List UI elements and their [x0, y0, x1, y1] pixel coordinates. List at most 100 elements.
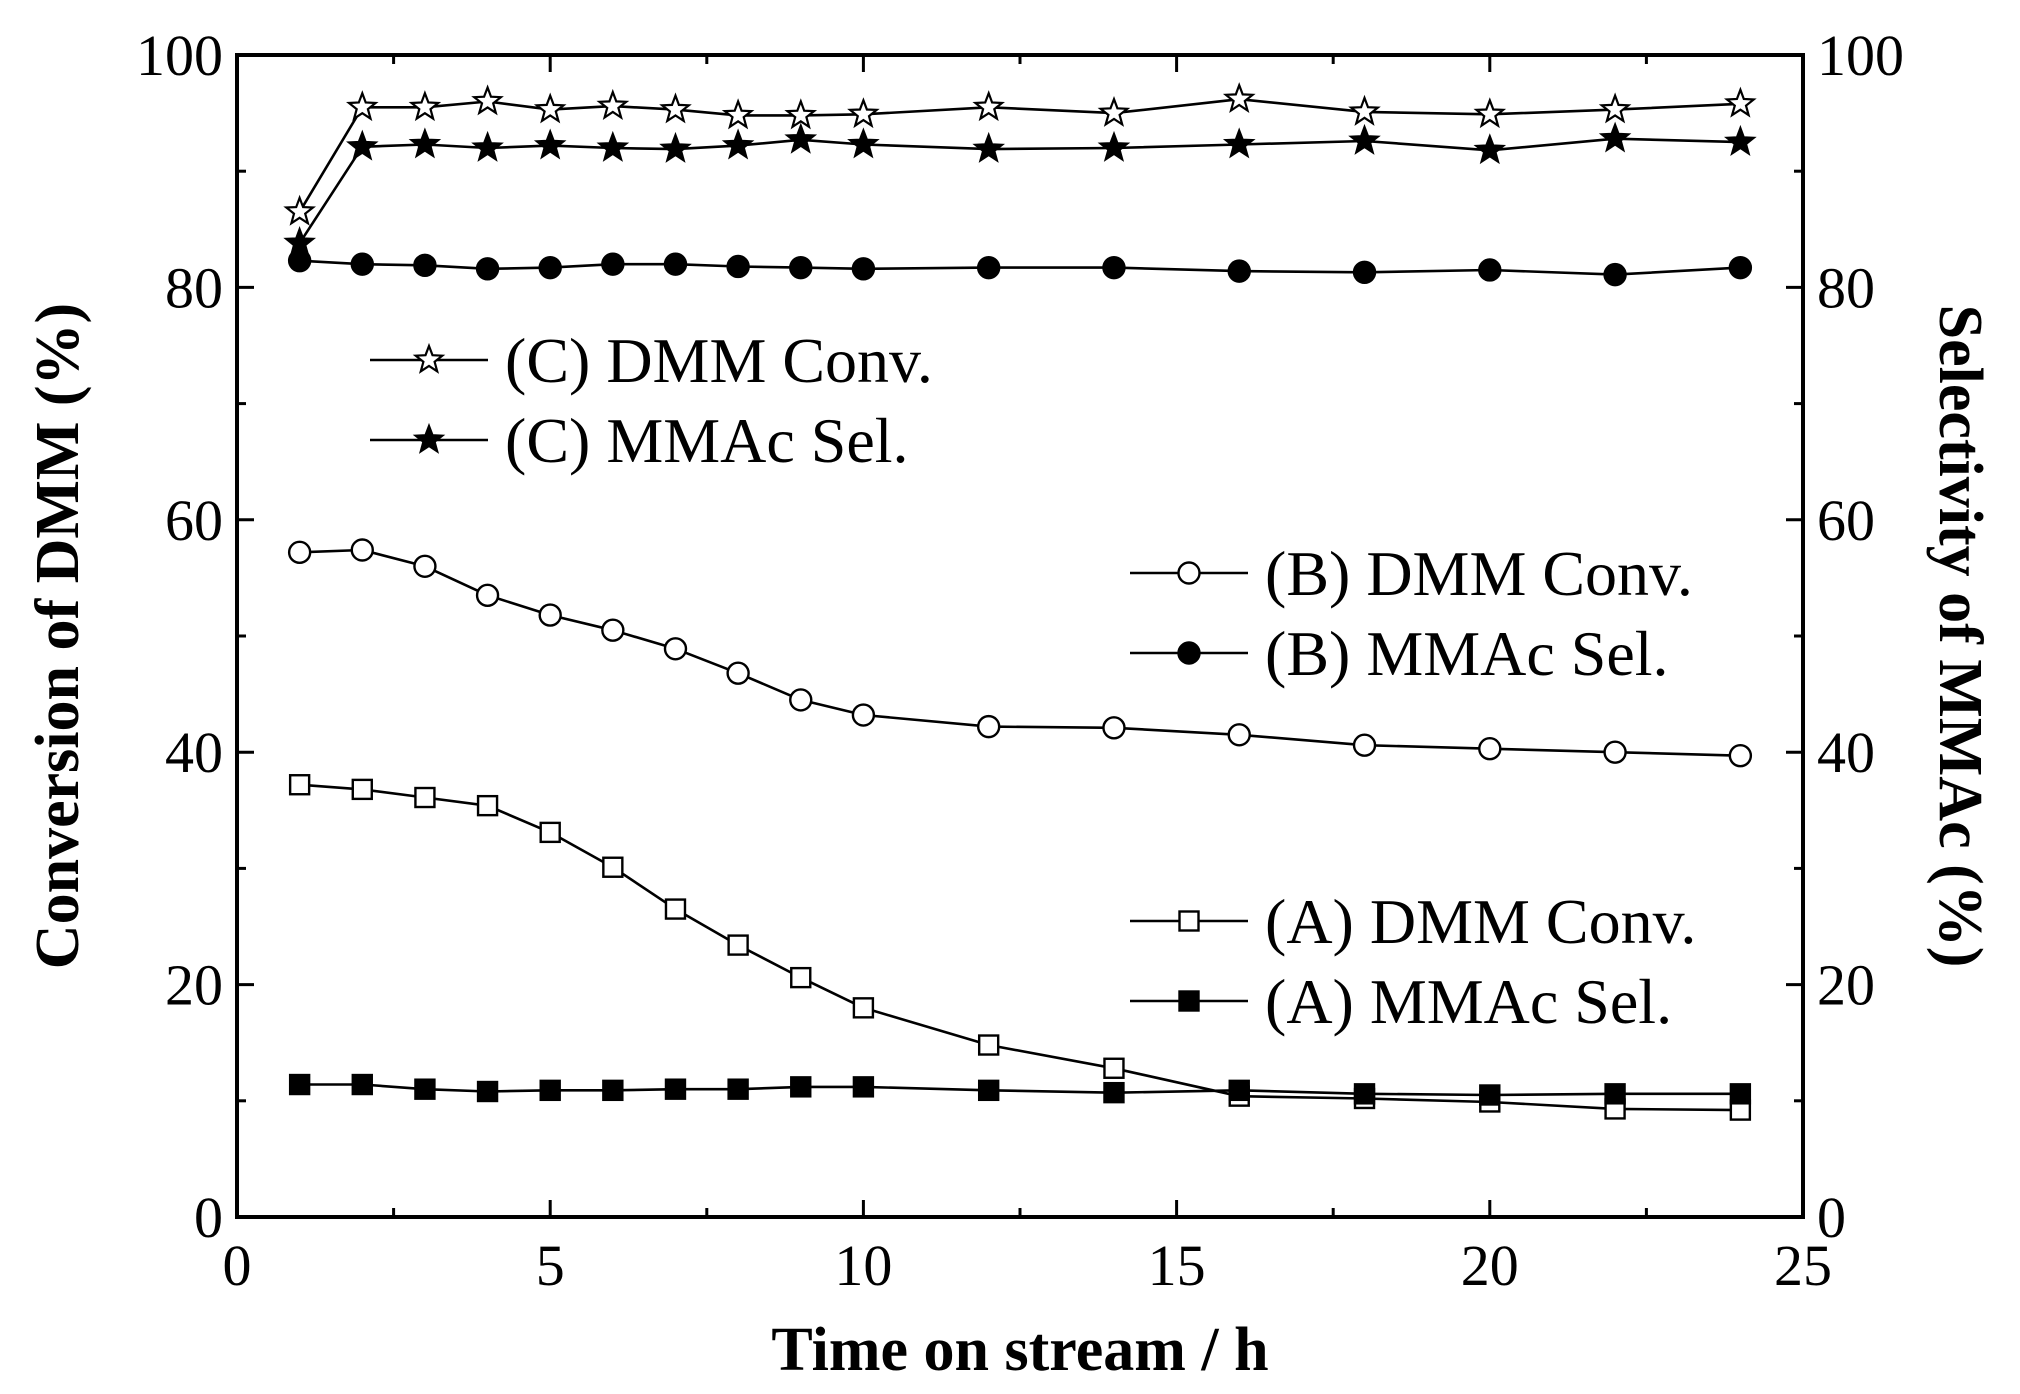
- data-point: [1478, 737, 1502, 761]
- y-tick-label-left: 60: [165, 488, 223, 553]
- y-tick-label-left: 20: [165, 953, 223, 1018]
- legend-marker: [412, 342, 446, 374]
- data-point: [533, 92, 567, 124]
- data-point: [664, 1078, 687, 1100]
- data-point: [784, 122, 818, 154]
- data-point: [663, 252, 688, 276]
- data-point: [784, 98, 818, 130]
- data-point: [1097, 130, 1131, 162]
- data-point: [976, 255, 1001, 280]
- data-point: [1352, 260, 1377, 284]
- y-tick-label-left: 0: [194, 1185, 223, 1250]
- data-point: [1222, 127, 1256, 159]
- data-point: [1473, 133, 1507, 165]
- data-point: [721, 128, 755, 160]
- y-tick-label-right: 0: [1817, 1185, 1846, 1250]
- data-point: [1102, 255, 1126, 280]
- data-point: [1473, 97, 1507, 129]
- plot-markers: [283, 82, 1757, 1121]
- data-point: [1603, 740, 1627, 764]
- y-tick-label-right: 100: [1817, 23, 1904, 88]
- series-line-3: [299, 259, 1741, 276]
- data-point: [602, 1079, 624, 1102]
- data-point: [346, 129, 379, 161]
- data-point: [413, 253, 437, 278]
- data-point: [476, 794, 499, 817]
- data-point: [851, 703, 876, 727]
- y-axis-title-left: Conversion of DMM (%): [24, 303, 92, 969]
- legend: (C) DMM Conv. (C) MMAc Sel. (B) DMM Conv. (…: [370, 325, 1696, 1037]
- data-point: [601, 252, 625, 276]
- data-point: [288, 1073, 311, 1096]
- data-point: [1723, 86, 1757, 118]
- legend-label: (B) DMM Conv.: [1265, 538, 1693, 609]
- data-point: [1097, 95, 1131, 127]
- legend-label: (B) MMAc Sel.: [1265, 618, 1669, 689]
- y-tick-label-left: 100: [136, 23, 223, 88]
- data-point: [1598, 121, 1632, 153]
- data-point: [1348, 94, 1381, 126]
- data-point: [851, 257, 876, 281]
- data-point: [538, 255, 562, 280]
- data-point: [1222, 82, 1256, 114]
- data-point: [721, 98, 755, 130]
- data-point: [538, 603, 562, 627]
- data-point: [727, 934, 749, 956]
- y-axis-title-right: Selectivity of MMAc (%): [1926, 305, 1994, 968]
- legend-marker: [1178, 990, 1200, 1012]
- data-point: [351, 778, 373, 801]
- axis-ticks: [235, 53, 1805, 1219]
- data-point: [533, 128, 567, 160]
- data-point: [287, 248, 312, 273]
- data-point: [408, 127, 442, 159]
- data-point: [1103, 1081, 1125, 1104]
- data-point: [414, 1078, 436, 1100]
- data-point: [475, 583, 500, 608]
- data-point: [664, 898, 687, 920]
- data-point: [1102, 716, 1126, 740]
- data-point: [972, 131, 1006, 163]
- data-point: [1603, 262, 1627, 287]
- data-point: [476, 1080, 499, 1103]
- legend-label: (C) MMAc Sel.: [505, 405, 909, 476]
- data-point: [1352, 733, 1377, 757]
- data-point: [1103, 1057, 1125, 1079]
- data-point: [726, 254, 750, 279]
- legend-marker: [1178, 910, 1200, 932]
- legend-marker: [1177, 641, 1201, 665]
- data-point: [1728, 743, 1753, 768]
- data-point: [852, 997, 875, 1019]
- data-point: [977, 1079, 1000, 1102]
- data-point: [1723, 124, 1757, 157]
- data-point: [539, 821, 561, 844]
- data-point: [283, 194, 317, 226]
- data-point: [471, 130, 504, 162]
- series-line-1: [298, 137, 1741, 244]
- x-axis-title: Time on stream / h: [771, 1316, 1268, 1384]
- x-tick-label: 20: [1461, 1233, 1519, 1298]
- legend-label: (A) DMM Conv.: [1265, 886, 1696, 957]
- y-tick-label-right: 80: [1817, 255, 1875, 320]
- data-point: [727, 1078, 749, 1100]
- data-point: [659, 131, 692, 163]
- data-point: [414, 786, 436, 809]
- data-point: [847, 127, 880, 159]
- data-point: [287, 540, 312, 565]
- data-point: [408, 90, 442, 122]
- data-point: [596, 130, 630, 162]
- data-point: [1598, 92, 1632, 124]
- legend-marker: [1177, 561, 1201, 585]
- legend-marker: [412, 422, 446, 454]
- legend-label: (A) MMAc Sel.: [1265, 966, 1672, 1037]
- data-point: [351, 1073, 373, 1096]
- data-point: [350, 252, 374, 276]
- data-point: [972, 90, 1005, 122]
- data-point: [852, 1076, 875, 1098]
- data-point: [847, 97, 880, 129]
- x-tick-label: 25: [1774, 1233, 1832, 1298]
- data-point: [1478, 258, 1502, 282]
- y-tick-label-left: 40: [165, 720, 223, 785]
- data-point: [789, 255, 813, 280]
